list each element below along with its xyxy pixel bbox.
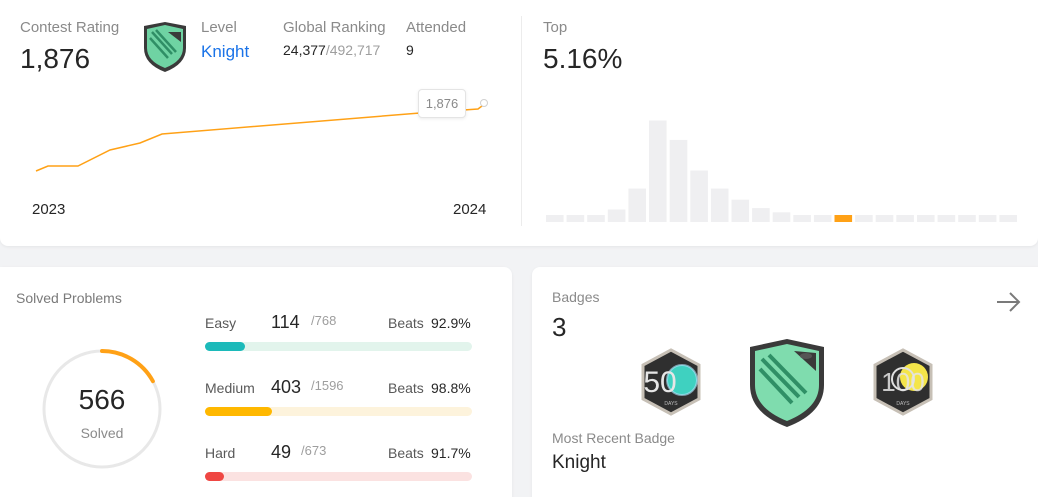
histogram-bar[interactable] <box>813 215 832 222</box>
solved-progress-arc <box>42 349 162 469</box>
solved-problems-title: Solved Problems <box>16 290 122 306</box>
easy-progress-fill <box>205 342 245 351</box>
hard-progress-track <box>205 472 472 481</box>
histogram-bar[interactable] <box>649 120 667 223</box>
histogram-bar[interactable] <box>628 188 646 222</box>
solved-problems-card: Solved Problems 566 Solved Easy 114 /768… <box>0 267 512 497</box>
hard-label: Hard <box>205 445 236 461</box>
card-divider <box>521 16 522 226</box>
most-recent-badge-label: Most Recent Badge <box>552 430 675 446</box>
level-label: Level <box>201 19 237 36</box>
most-recent-badge-value: Knight <box>552 452 606 473</box>
easy-beats-value: 92.9% <box>431 315 471 331</box>
histogram-bar[interactable] <box>587 215 605 222</box>
top-percentile-value: 5.16% <box>543 43 623 74</box>
badge-100-days-icon: 100 DAYS <box>873 348 933 416</box>
histogram-bar[interactable] <box>875 215 894 222</box>
medium-beats-label: Beats <box>388 380 424 396</box>
histogram-bar[interactable] <box>999 215 1017 222</box>
contest-rating-card: Contest Rating 1,876 Level Knight Global… <box>0 0 1038 246</box>
badge-knight[interactable] <box>744 337 830 429</box>
badge-100-days-sub: DAYS <box>896 401 910 407</box>
histogram-bar[interactable] <box>566 215 585 222</box>
hard-count: 49 <box>271 442 292 462</box>
histogram-bar[interactable] <box>731 199 750 222</box>
easy-beats-label: Beats <box>388 315 424 331</box>
histogram-bar[interactable] <box>917 215 935 222</box>
solved-total-label: Solved <box>80 425 124 441</box>
badge-50-days-sub: DAYS <box>664 401 678 407</box>
histogram-bar[interactable] <box>690 170 708 223</box>
easy-count: 114 <box>271 312 300 332</box>
histogram-bar[interactable] <box>855 215 873 222</box>
badge-50-days-text: 50 <box>643 366 676 399</box>
histogram-bar[interactable] <box>958 215 976 222</box>
hard-progress-fill <box>205 472 225 481</box>
hard-beats-label: Beats <box>388 445 424 461</box>
level-value: Knight <box>201 42 250 61</box>
solved-total: 566 <box>78 384 126 415</box>
rating-tooltip: 1,876 <box>418 89 466 118</box>
attended-value: 9 <box>406 42 414 58</box>
histogram-bar[interactable] <box>546 215 564 222</box>
top-percentile-label: Top <box>543 19 568 36</box>
attended-label: Attended <box>406 19 467 36</box>
badge-knight-icon <box>750 339 824 427</box>
badges-count: 3 <box>552 312 567 342</box>
histogram-bar[interactable] <box>710 188 729 222</box>
histogram-bar[interactable] <box>896 215 914 222</box>
hard-total: /673 <box>301 443 327 458</box>
easy-label: Easy <box>205 315 237 331</box>
medium-total: /1596 <box>311 378 344 393</box>
medium-label: Medium <box>205 380 255 396</box>
badges-title: Badges <box>552 289 600 305</box>
contest-rating-label: Contest Rating <box>20 19 120 36</box>
global-ranking: 24,377/492,717 <box>283 42 380 58</box>
chart-year-start: 2023 <box>32 201 66 218</box>
histogram-bar[interactable] <box>793 215 811 222</box>
solved-progress-ring <box>42 349 162 469</box>
histogram-bar[interactable] <box>937 215 956 222</box>
badge-50-days[interactable]: 50 DAYS <box>638 347 704 417</box>
easy-progress-track <box>205 342 472 351</box>
knight-badge-icon <box>140 20 190 74</box>
contest-rating-value: 1,876 <box>20 43 91 74</box>
medium-count: 403 <box>271 377 302 397</box>
badge-50-days-icon: 50 DAYS <box>641 348 701 416</box>
easy-total: /768 <box>311 313 337 328</box>
medium-progress-fill <box>205 407 273 416</box>
badge-100-days-text: 100 <box>881 367 924 397</box>
histogram-bar-current[interactable] <box>834 215 853 222</box>
histogram-bar[interactable] <box>772 212 791 222</box>
badges-card: Badges 3 50 DAYS 100 <box>532 267 1038 497</box>
global-ranking-label: Global Ranking <box>283 19 386 36</box>
hard-beats-value: 91.7% <box>431 445 471 461</box>
global-ranking-value: 24,377 <box>283 42 326 58</box>
histogram-bar[interactable] <box>752 208 770 222</box>
medium-progress-track <box>205 407 472 416</box>
histogram-bar[interactable] <box>669 139 688 222</box>
histogram-bar[interactable] <box>978 215 997 222</box>
histogram-bar[interactable] <box>607 209 626 223</box>
global-ranking-total: /492,717 <box>325 42 381 58</box>
chart-year-end: 2024 <box>453 201 487 218</box>
rating-distribution-histogram[interactable] <box>546 100 1020 222</box>
medium-beats-value: 98.8% <box>431 380 471 396</box>
rating-latest-point <box>480 99 488 107</box>
arrow-right-icon[interactable] <box>994 287 1024 317</box>
badge-100-days[interactable]: 100 DAYS <box>870 347 936 417</box>
